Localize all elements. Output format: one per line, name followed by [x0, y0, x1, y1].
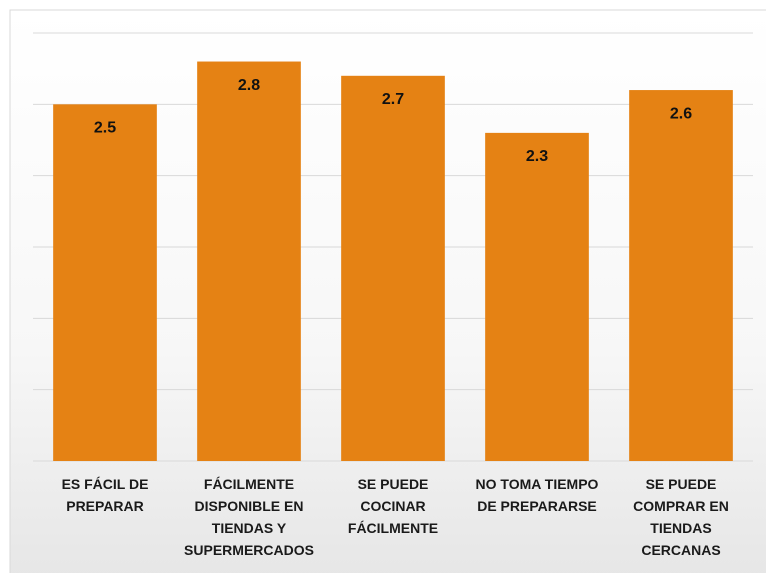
x-tick-label: SE PUEDE COMPRAR EN TIENDAS CERCANAS	[633, 476, 729, 558]
x-tick-label: SE PUEDE COCINAR FÁCILMENTE	[347, 476, 439, 536]
bar	[341, 75, 445, 462]
bar	[53, 104, 157, 461]
value-label: 2.8	[238, 77, 260, 94]
value-label: 2.3	[526, 148, 548, 165]
x-tick-label: ES FÁCIL DE PREPARAR	[61, 476, 149, 514]
value-label: 2.7	[382, 91, 404, 108]
value-label: 2.5	[94, 120, 116, 137]
x-tick-label: FÁCILMENTE DISPONIBLE EN TIENDAS Y SUPER…	[184, 476, 314, 558]
bar	[485, 132, 589, 461]
bar	[197, 61, 301, 462]
value-label: 2.6	[670, 105, 692, 122]
bar	[629, 90, 733, 462]
x-tick-label: NO TOMA TIEMPO DE PREPARARSE	[475, 476, 599, 514]
